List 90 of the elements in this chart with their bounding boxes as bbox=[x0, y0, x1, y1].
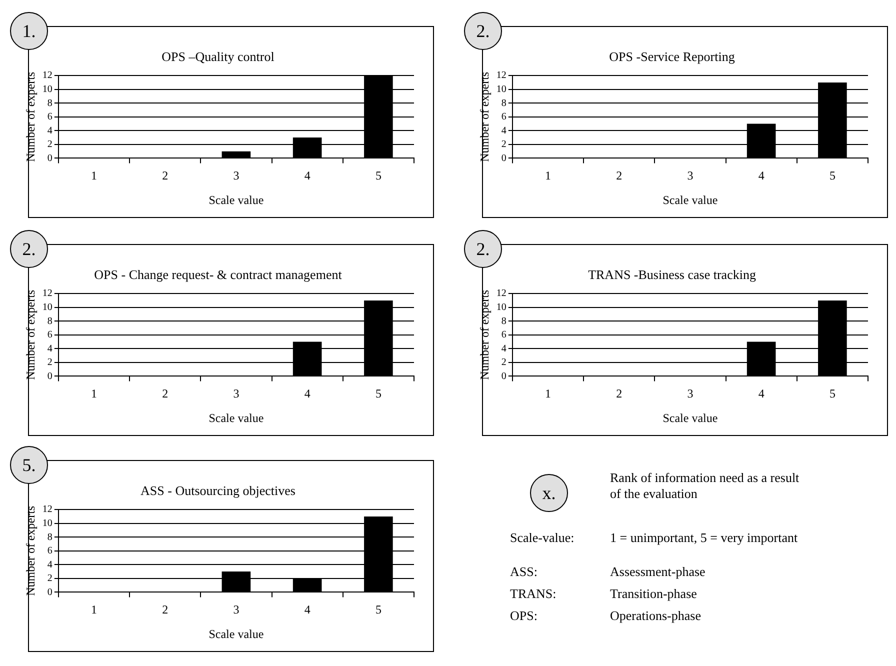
y-tick-label: 4 bbox=[47, 125, 52, 136]
x-axis-title: Scale value bbox=[208, 410, 264, 425]
x-tick-label: 1 bbox=[544, 386, 551, 401]
y-tick-label: 6 bbox=[501, 330, 506, 341]
x-axis-title: Scale value bbox=[662, 410, 718, 425]
y-axis-title: Number of experts bbox=[477, 290, 492, 380]
x-tick-label: 5 bbox=[829, 386, 836, 401]
y-axis-title: Number of experts bbox=[23, 72, 38, 162]
text: 2. bbox=[10, 230, 48, 268]
y-tick-label: 8 bbox=[501, 98, 506, 109]
y-tick-label: 6 bbox=[501, 112, 506, 123]
y-tick-label: 0 bbox=[47, 152, 52, 164]
x-tick-label: 5 bbox=[375, 168, 382, 183]
text: OPS: bbox=[510, 608, 538, 624]
y-tick-label: 4 bbox=[47, 559, 52, 570]
x-tick-label: 3 bbox=[687, 386, 694, 401]
x-axis-title: Scale value bbox=[208, 192, 264, 207]
text: 2. bbox=[464, 12, 502, 50]
text: TRANS: bbox=[510, 586, 558, 602]
y-tick-label: 10 bbox=[496, 84, 506, 95]
y-tick-label: 2 bbox=[47, 139, 52, 150]
x-tick-label: 2 bbox=[162, 602, 168, 617]
x-tick-label: 4 bbox=[304, 168, 310, 183]
chart-title: TRANS -Business case tracking bbox=[588, 267, 756, 282]
y-axis-title: Number of experts bbox=[477, 72, 492, 162]
y-tick-label: 12 bbox=[42, 504, 52, 516]
text: Transition-phase bbox=[610, 586, 697, 602]
y-tick-label: 8 bbox=[47, 316, 52, 327]
x-tick-label: 2 bbox=[162, 386, 168, 401]
x-tick-label: 2 bbox=[616, 386, 622, 401]
x-tick-label: 2 bbox=[162, 168, 168, 183]
text: x. bbox=[530, 474, 568, 512]
text: 1. bbox=[10, 12, 48, 50]
x-tick-label: 5 bbox=[375, 602, 382, 617]
x-tick-label: 1 bbox=[90, 602, 97, 617]
y-tick-label: 10 bbox=[42, 84, 52, 95]
y-tick-label: 12 bbox=[496, 288, 506, 300]
text: 5. bbox=[10, 446, 48, 484]
text: Rank of information need as a result of the evaluation bbox=[610, 470, 800, 502]
x-tick-label: 4 bbox=[758, 386, 764, 401]
x-tick-label: 1 bbox=[544, 168, 551, 183]
y-tick-label: 12 bbox=[42, 70, 52, 82]
text: ASS: bbox=[510, 564, 538, 580]
x-tick-label: 4 bbox=[304, 386, 310, 401]
x-tick-label: 1 bbox=[90, 386, 97, 401]
y-tick-label: 2 bbox=[47, 573, 52, 584]
y-tick-label: 4 bbox=[47, 343, 52, 354]
y-tick-label: 0 bbox=[47, 586, 52, 598]
text: Scale-value: bbox=[510, 530, 576, 546]
x-tick-label: 4 bbox=[304, 602, 310, 617]
x-axis-title: Scale value bbox=[662, 192, 718, 207]
y-tick-label: 12 bbox=[496, 70, 506, 82]
y-tick-label: 2 bbox=[47, 357, 52, 368]
x-tick-label: 2 bbox=[616, 168, 622, 183]
x-axis-title: Scale value bbox=[208, 626, 264, 641]
y-tick-label: 6 bbox=[47, 546, 52, 557]
y-tick-label: 4 bbox=[501, 343, 506, 354]
y-tick-label: 2 bbox=[501, 357, 506, 368]
y-axis-title: Number of experts bbox=[23, 290, 38, 380]
x-tick-label: 3 bbox=[687, 168, 694, 183]
y-tick-label: 0 bbox=[47, 370, 52, 382]
y-tick-label: 0 bbox=[501, 370, 506, 382]
y-tick-label: 10 bbox=[496, 302, 506, 313]
y-tick-label: 8 bbox=[501, 316, 506, 327]
x-tick-label: 3 bbox=[233, 602, 240, 617]
chart-title: ASS - Outsourcing objectives bbox=[140, 483, 296, 498]
y-tick-label: 8 bbox=[47, 98, 52, 109]
y-tick-label: 0 bbox=[501, 152, 506, 164]
text: 2. bbox=[464, 230, 502, 268]
y-tick-label: 4 bbox=[501, 125, 506, 136]
y-tick-label: 10 bbox=[42, 518, 52, 529]
y-tick-label: 6 bbox=[47, 330, 52, 341]
text: Operations-phase bbox=[610, 608, 701, 624]
text: Assessment-phase bbox=[610, 564, 706, 580]
y-axis-title: Number of experts bbox=[23, 506, 38, 596]
x-tick-label: 5 bbox=[375, 386, 382, 401]
y-tick-label: 10 bbox=[42, 302, 52, 313]
y-tick-label: 8 bbox=[47, 532, 52, 543]
x-tick-label: 1 bbox=[90, 168, 97, 183]
chart-title: OPS –Quality control bbox=[162, 49, 275, 64]
y-tick-label: 12 bbox=[42, 288, 52, 300]
chart-title: OPS - Change request- & contract management bbox=[94, 267, 342, 282]
chart-title: OPS -Service Reporting bbox=[609, 49, 736, 64]
text: 1 = unimportant, 5 = very important bbox=[610, 530, 798, 546]
x-tick-label: 3 bbox=[233, 386, 240, 401]
x-tick-label: 4 bbox=[758, 168, 764, 183]
x-tick-label: 3 bbox=[233, 168, 240, 183]
y-tick-label: 6 bbox=[47, 112, 52, 123]
y-tick-label: 2 bbox=[501, 139, 506, 150]
x-tick-label: 5 bbox=[829, 168, 836, 183]
